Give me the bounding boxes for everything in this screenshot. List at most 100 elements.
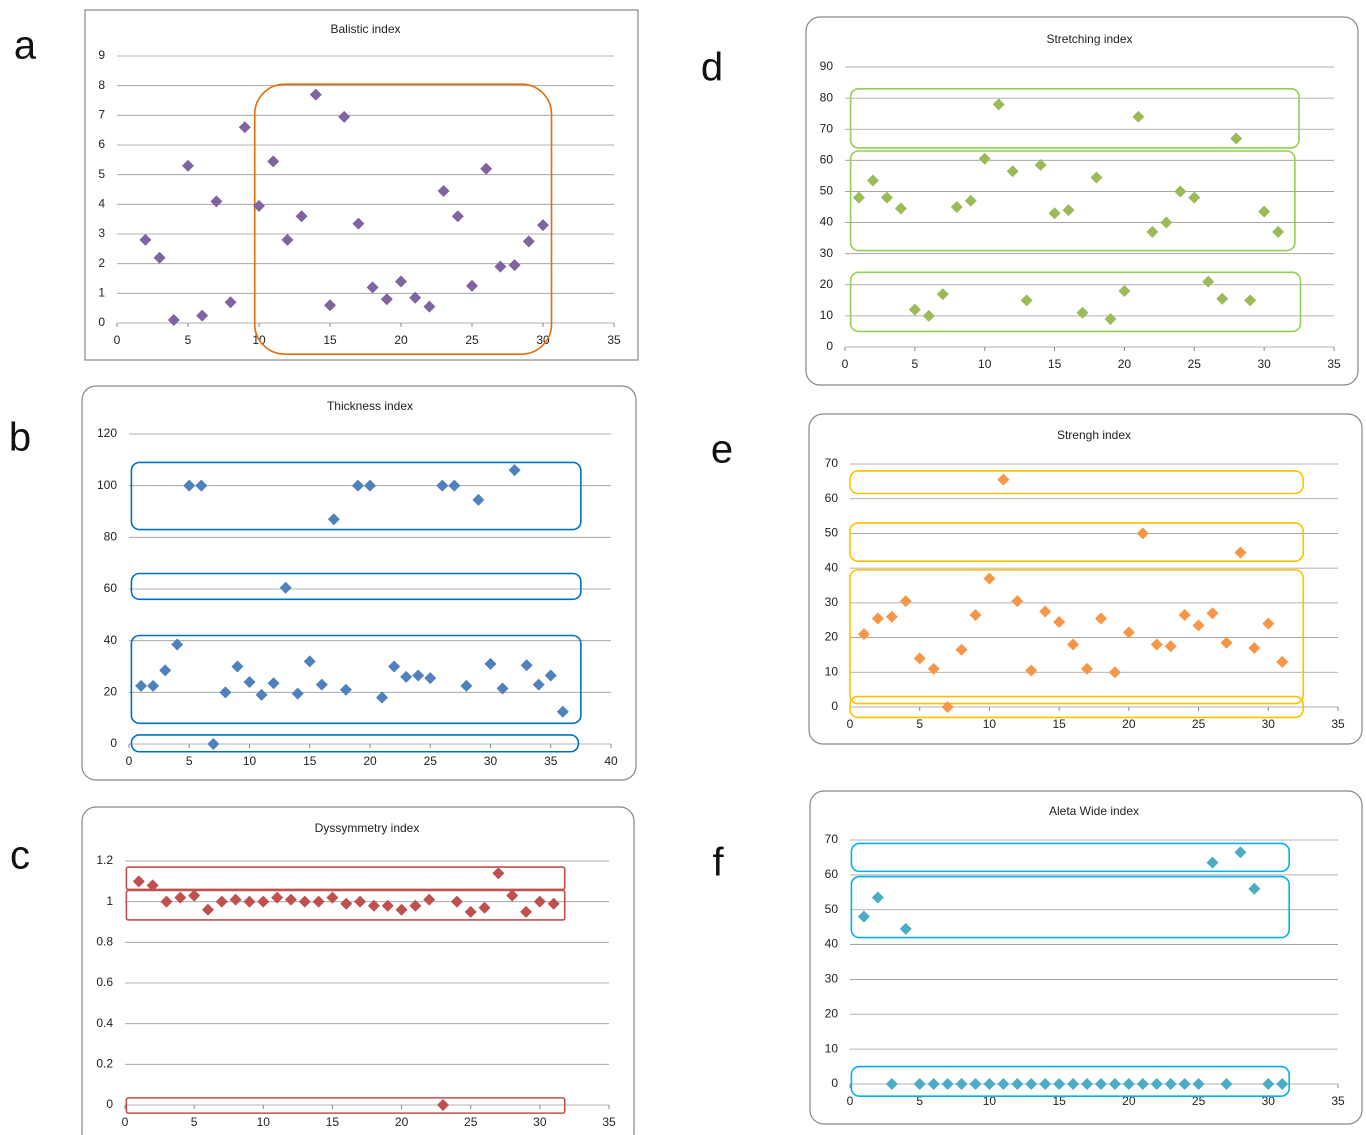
point <box>183 479 196 492</box>
x-tick-label: 15 <box>1052 1094 1066 1108</box>
point <box>1206 856 1219 869</box>
highlight-box <box>125 866 566 891</box>
point <box>478 901 491 914</box>
point <box>955 1078 968 1090</box>
point <box>484 657 497 670</box>
point <box>423 893 436 906</box>
x-tick-label: 5 <box>912 357 919 371</box>
point <box>508 259 521 272</box>
point <box>229 893 242 906</box>
highlight-box <box>125 1097 566 1114</box>
y-tick-label: 7 <box>98 108 105 122</box>
point <box>1108 1078 1121 1090</box>
point <box>852 191 865 204</box>
x-tick-label: 20 <box>394 333 408 347</box>
y-tick-label: 20 <box>820 277 834 291</box>
point <box>1020 294 1033 307</box>
point <box>309 88 322 101</box>
point <box>1025 1078 1038 1090</box>
highlight-box <box>849 271 1302 333</box>
x-tick-label: 15 <box>1052 717 1066 731</box>
panel-letter: f <box>712 841 724 885</box>
point <box>1067 1078 1080 1090</box>
point <box>508 464 521 477</box>
x-tick-label: 10 <box>978 357 992 371</box>
point <box>243 895 256 908</box>
point <box>1192 1078 1205 1090</box>
point <box>1034 159 1047 171</box>
point <box>472 493 485 506</box>
x-tick-label: 0 <box>842 357 849 371</box>
point <box>997 473 1010 486</box>
point <box>210 195 223 208</box>
point <box>139 233 152 246</box>
x-tick-label: 15 <box>323 333 337 347</box>
point <box>533 895 546 908</box>
point <box>871 891 884 904</box>
chart-title: Balistic index <box>330 22 400 36</box>
point <box>1202 275 1215 288</box>
chart-frame <box>808 413 1363 745</box>
x-tick-label: 25 <box>424 754 438 768</box>
y-tick-label: 90 <box>820 59 834 73</box>
point <box>941 701 954 713</box>
point <box>195 479 208 492</box>
point <box>1136 1078 1149 1090</box>
point <box>1039 1078 1052 1090</box>
point <box>271 891 284 904</box>
x-tick-label: 0 <box>847 717 854 731</box>
highlight-box <box>850 875 1291 939</box>
point <box>936 288 949 301</box>
y-tick-label: 0 <box>110 736 117 750</box>
x-tick-label: 5 <box>186 754 193 768</box>
point <box>1164 1078 1177 1090</box>
x-tick-label: 10 <box>983 717 997 731</box>
point <box>340 897 353 910</box>
point <box>326 891 339 904</box>
point <box>1062 204 1075 217</box>
point <box>409 899 422 912</box>
point <box>324 299 336 312</box>
y-tick-label: 4 <box>98 197 105 211</box>
panel-letter: a <box>14 24 37 68</box>
point <box>1220 1078 1233 1090</box>
point <box>135 679 148 692</box>
x-tick-label: 35 <box>544 754 558 768</box>
point <box>969 609 982 622</box>
point <box>1234 846 1247 859</box>
highlight-box <box>849 87 1300 149</box>
chart-title: Aleta Wide index <box>1049 804 1139 818</box>
point <box>1206 607 1219 620</box>
point <box>303 655 316 668</box>
x-tick-label: 5 <box>916 1094 923 1108</box>
point <box>1174 185 1187 198</box>
y-tick-label: 80 <box>820 90 834 104</box>
point <box>547 897 560 910</box>
point <box>480 162 493 175</box>
point <box>1220 636 1233 649</box>
point <box>927 1078 940 1090</box>
highlight-box <box>125 889 566 921</box>
x-tick-label: 30 <box>1262 717 1276 731</box>
point <box>182 159 194 172</box>
point <box>1081 662 1094 675</box>
y-tick-label: 50 <box>820 184 834 198</box>
x-tick-label: 35 <box>602 1115 616 1129</box>
highlight-box <box>130 461 582 531</box>
x-tick-label: 5 <box>916 717 923 731</box>
y-tick-label: 1 <box>98 286 105 300</box>
point <box>1122 626 1135 639</box>
point <box>450 895 463 908</box>
highlight-box <box>850 842 1291 873</box>
chart-title: Thickness index <box>327 399 413 413</box>
x-tick-label: 5 <box>185 333 192 347</box>
x-tick-label: 15 <box>1048 357 1062 371</box>
y-tick-label: 0 <box>106 1097 113 1111</box>
point <box>492 867 505 880</box>
y-tick-label: 8 <box>98 78 105 92</box>
point <box>295 210 308 223</box>
x-tick-label: 35 <box>1331 717 1345 731</box>
point <box>466 279 478 292</box>
point <box>451 210 464 223</box>
